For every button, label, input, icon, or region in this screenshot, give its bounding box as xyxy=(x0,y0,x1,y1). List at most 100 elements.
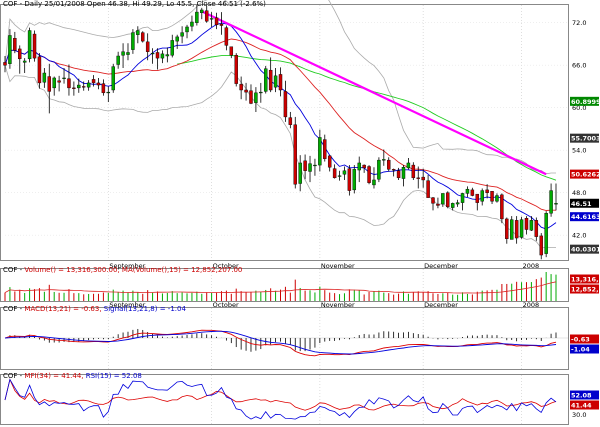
candle-body xyxy=(436,203,440,206)
month-label: 2008 xyxy=(523,262,540,270)
candle-body xyxy=(32,33,37,59)
candle-body xyxy=(131,32,135,50)
candle-body xyxy=(313,164,317,167)
candle-body xyxy=(529,220,534,231)
candle-body xyxy=(421,176,425,181)
price-value-tag: 40.0301 xyxy=(571,246,600,254)
candle-body xyxy=(372,179,376,186)
candle-body xyxy=(549,190,553,214)
candle-body xyxy=(387,159,391,170)
mid-ma-line xyxy=(4,38,556,211)
volume-panel xyxy=(0,268,569,302)
candle-body xyxy=(332,168,337,179)
candle-body xyxy=(219,23,224,26)
candle-body xyxy=(509,219,514,240)
candle-body xyxy=(460,193,465,203)
candle-body xyxy=(480,190,484,202)
candle-body xyxy=(401,167,406,179)
candle-body xyxy=(519,219,524,238)
candle-body xyxy=(3,62,7,66)
candle-body xyxy=(77,84,81,89)
candle-body xyxy=(426,180,430,198)
upper-band-line xyxy=(4,0,556,175)
volume-ma-tag: 12,852,207 xyxy=(571,286,600,294)
quote-summary: Daily 25/01/2008 Open 46.38, Hi 49.29, L… xyxy=(24,0,266,8)
month-label: November xyxy=(321,301,355,309)
candle-body xyxy=(180,32,184,37)
price-value-tag: 44.6163 xyxy=(571,213,600,221)
symbol-label: COF xyxy=(3,372,18,380)
price-header: COF - Daily 25/01/2008 Open 46.38, Hi 49… xyxy=(3,0,266,8)
rsi-value: RSI(15) = 52.08 xyxy=(85,372,142,380)
volume-value: Volume() = 13,316,300.00, xyxy=(24,266,120,274)
candle-body xyxy=(145,41,150,52)
candle-body xyxy=(244,89,248,93)
candle-body xyxy=(22,60,27,63)
symbol-label: COF xyxy=(3,0,18,8)
price-tick-label: 60.0 xyxy=(572,104,586,112)
candle-body xyxy=(283,91,288,118)
candle-body xyxy=(554,203,558,205)
macd-value: MACD(13,21) = -0.63, xyxy=(24,305,102,313)
price-value-tag-bg xyxy=(570,133,599,143)
candle-body xyxy=(13,38,17,51)
mfi-layer xyxy=(4,378,557,420)
candle-body xyxy=(362,164,366,169)
candle-body xyxy=(52,77,56,89)
candle-body xyxy=(8,35,12,64)
axis-layer: September September October October November… xyxy=(109,19,586,309)
price-tick-label: 66.0 xyxy=(572,62,586,70)
mfi-value-tag: 41.44 xyxy=(571,402,592,410)
candle-body xyxy=(234,55,238,84)
candle-body xyxy=(96,82,101,86)
candle-body xyxy=(42,72,47,83)
month-label: December xyxy=(424,301,458,309)
candle-body xyxy=(357,162,361,171)
candle-body xyxy=(264,68,268,92)
candle-body xyxy=(259,91,263,94)
price-tick-label: 42.0 xyxy=(572,232,586,240)
candle-body xyxy=(455,202,460,205)
candle-body xyxy=(72,87,76,89)
volume-ma-value: MA(Volume(),15) = 12,852,207.00 xyxy=(121,266,243,274)
candle-body xyxy=(382,159,386,161)
price-value-tag: 50.6262 xyxy=(571,171,600,179)
candle-body xyxy=(101,83,106,94)
month-label: October xyxy=(213,262,239,270)
candle-body xyxy=(406,162,411,169)
candle-body xyxy=(377,159,381,180)
macd-header: COF - MACD(13,21) = -0.63, Signal(13,21,… xyxy=(3,305,186,313)
candle-body xyxy=(224,27,229,46)
candle-body xyxy=(209,18,214,20)
rsi-value-tag: 52.08 xyxy=(571,392,592,400)
candle-body xyxy=(81,86,86,88)
candle-body xyxy=(91,79,96,84)
candle-body xyxy=(450,203,455,208)
candle-body xyxy=(268,69,273,91)
candle-body xyxy=(185,26,189,33)
candle-body xyxy=(396,170,401,179)
candle-body xyxy=(524,218,529,230)
price-layer xyxy=(3,0,558,260)
candle-body xyxy=(347,168,352,191)
price-value-tag-bg xyxy=(570,169,599,179)
candle-body xyxy=(278,74,283,91)
candle-body xyxy=(288,117,293,125)
candle-body xyxy=(470,189,475,196)
macd-value-tag: -0.63 xyxy=(571,336,590,344)
candle-body xyxy=(514,220,519,239)
candle-body xyxy=(303,160,307,171)
candle-body xyxy=(544,213,548,254)
candle-body xyxy=(27,30,32,60)
mfi-value: MFI(34) = 41.44, xyxy=(24,372,84,380)
volume-header: COF - Volume() = 13,316,300.00, MA(Volum… xyxy=(3,266,243,274)
mfi-tick-label: 30.0 xyxy=(572,411,586,419)
candle-body xyxy=(539,235,543,256)
candle-body xyxy=(367,166,371,183)
candle-body xyxy=(18,48,22,60)
candle-body xyxy=(190,21,194,27)
mfi-value-tag-bg xyxy=(570,400,599,410)
price-value-tag-bg xyxy=(570,96,599,106)
candle-body xyxy=(323,139,327,159)
candle-body xyxy=(37,56,42,84)
